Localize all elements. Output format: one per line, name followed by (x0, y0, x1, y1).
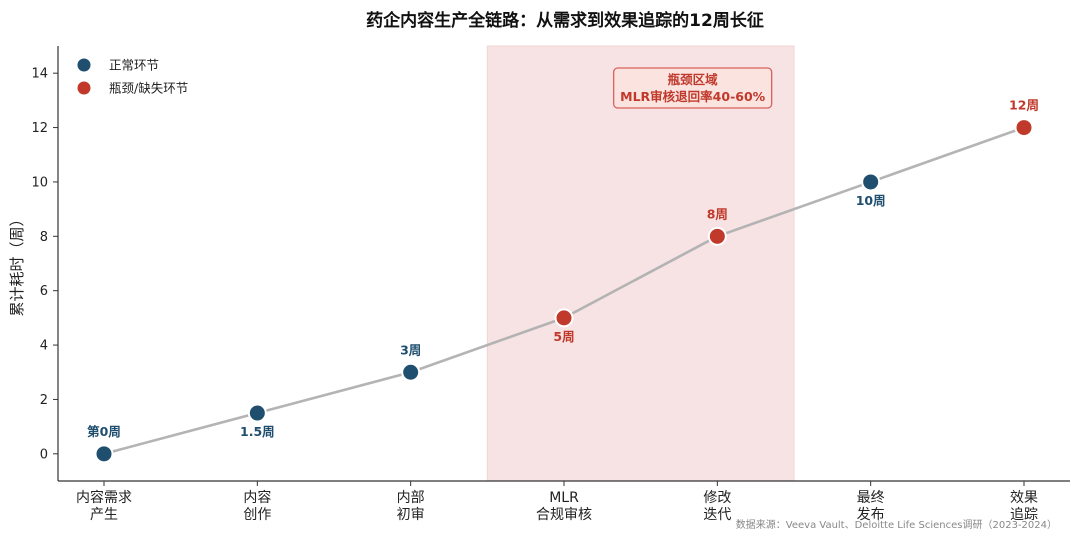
legend-label: 正常环节 (109, 58, 159, 73)
y-tick-label: 14 (31, 67, 48, 82)
bottleneck-annotation-line-1: MLR审核退回率40-60% (620, 89, 766, 104)
x-category-label: 创作 (243, 507, 271, 523)
y-tick-label: 2 (40, 393, 48, 408)
data-point-normal (247, 403, 267, 423)
x-category-label: 内容 (243, 489, 271, 506)
x-category-label: MLR (549, 490, 579, 506)
data-point-label: 12周 (1009, 98, 1039, 113)
x-category-label: 合规审核 (536, 507, 592, 523)
data-point-label: 5周 (553, 329, 574, 344)
bottleneck-annotation-line-0: 瓶颈区域 (668, 72, 719, 87)
x-category-label: 迭代 (703, 507, 731, 523)
points-layer (94, 118, 1034, 464)
x-category-label: 初审 (397, 506, 425, 523)
data-point-normal (94, 444, 114, 464)
x-category-label: 修改 (703, 490, 731, 506)
data-point-label: 第0周 (87, 424, 121, 439)
labels-layer: 第0周 1.5周 3周 5周 8周 10周 12周 (87, 98, 1039, 439)
x-category-label: 最终 (857, 490, 885, 506)
data-point-bottleneck (554, 308, 574, 328)
y-tick-label: 12 (31, 121, 48, 136)
chart-title: 药企内容生产全链路：从需求到效果追踪的12周长征 (366, 10, 764, 31)
bottleneck-annotation-box (613, 67, 773, 109)
source-note: 数据来源：Veeva Vault、Deloitte Life Sciences调… (736, 518, 1057, 531)
x-category-label: 内容需求 (76, 489, 132, 506)
data-point-label: 10周 (856, 193, 886, 208)
y-tick-label: 4 (40, 339, 48, 354)
data-point-label: 8周 (707, 206, 728, 221)
y-tick-label: 6 (40, 284, 48, 299)
data-point-label: 1.5周 (240, 424, 275, 439)
x-category-label: 追踪 (1010, 507, 1038, 523)
y-tick-label: 0 (40, 447, 48, 462)
data-point-normal (401, 362, 421, 382)
y-axis-label: 累计耗时（周） (8, 211, 26, 316)
legend-label: 瓶颈/缺失环节 (109, 81, 188, 96)
x-category-label: 效果 (1010, 490, 1038, 506)
data-point-normal (861, 172, 881, 192)
y-tick-label: 8 (40, 230, 48, 245)
x-category-label: 内部 (397, 490, 425, 506)
legend-marker-bottleneck (77, 81, 91, 95)
x-category-label: 发布 (857, 507, 885, 523)
data-point-label: 3周 (400, 342, 421, 357)
data-point-bottleneck (1014, 118, 1034, 138)
data-point-bottleneck (707, 226, 727, 246)
legend-marker-normal (77, 58, 91, 72)
bottleneck-region (486, 45, 795, 482)
bottleneck-region-layer: 瓶颈区域 MLR审核退回率40-60% (486, 45, 795, 482)
y-tick-label: 10 (31, 175, 48, 190)
x-category-label: 产生 (90, 507, 118, 523)
